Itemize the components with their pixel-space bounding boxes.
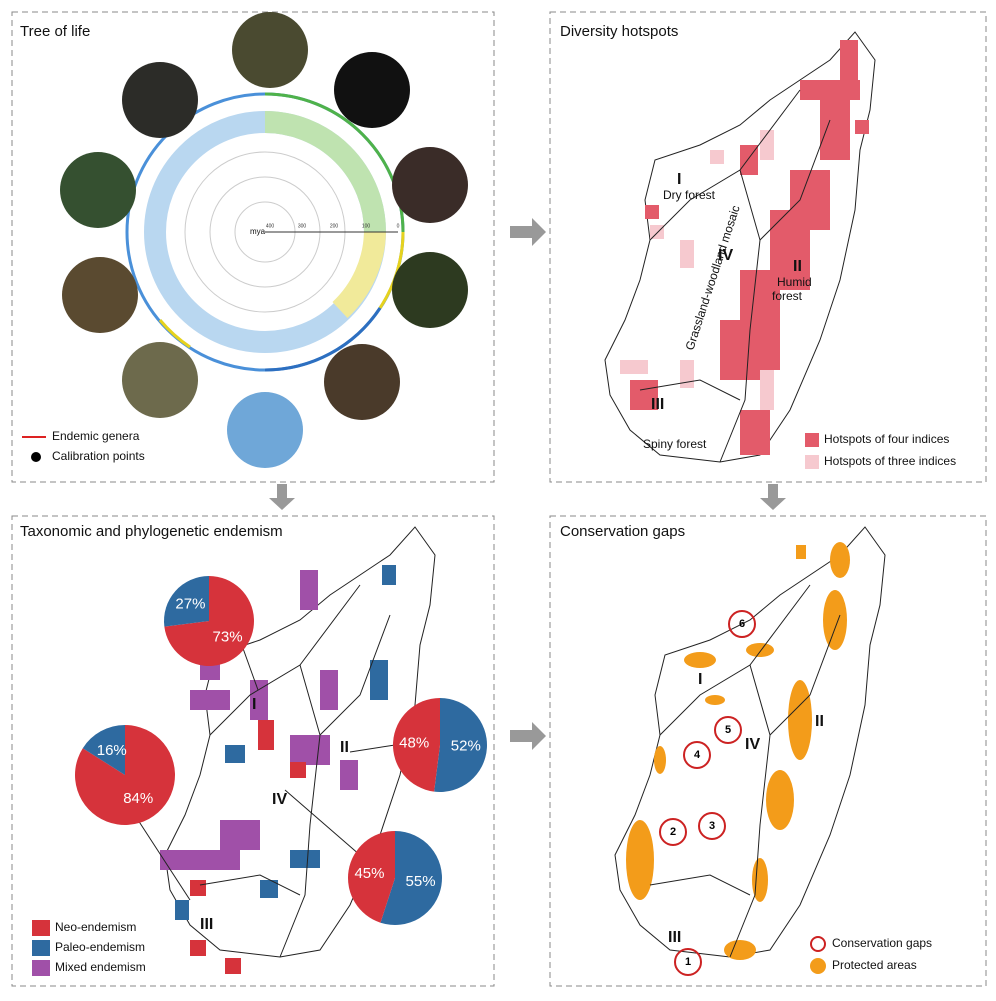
panel-title: Taxonomic and phylogenetic endemism [20, 523, 283, 540]
pie-slice [164, 576, 209, 627]
legend-swatch [32, 940, 50, 956]
region-label: I [698, 671, 702, 688]
legend-label: Protected areas [832, 958, 917, 972]
region-label: I [252, 696, 256, 713]
pie-slice [393, 698, 440, 792]
legend-swatch [810, 958, 826, 974]
pie-label: 84% [123, 790, 153, 807]
legend-label: Mixed endemism [55, 960, 146, 974]
legend-swatch [32, 960, 50, 976]
axis-tick-label: 400 [266, 223, 275, 229]
legend-swatch [805, 433, 819, 447]
legend-label: Conservation gaps [832, 936, 932, 950]
region-label: Humid [777, 275, 812, 289]
pie-label: 27% [175, 596, 205, 613]
pie-slice [75, 725, 176, 826]
panel-title: Tree of life [20, 23, 90, 40]
pie-slice [434, 698, 488, 793]
protected-areas [626, 542, 850, 960]
pie-slice [380, 831, 443, 926]
region-label: IV [272, 791, 287, 808]
axis-tick-label: 200 [330, 223, 339, 229]
gap-circle [714, 716, 742, 744]
gap-circle [683, 741, 711, 769]
panel-title: Diversity hotspots [560, 23, 678, 40]
photo-circles [60, 12, 468, 468]
pie-label: 48% [399, 734, 429, 751]
hotspot-cells-three [620, 130, 774, 410]
region-label: III [651, 396, 664, 413]
region-label: II [793, 258, 802, 275]
panel-title: Conservation gaps [560, 523, 685, 540]
pie-label: 45% [354, 865, 384, 882]
hotspot-cells [630, 40, 869, 455]
pie-slice [348, 831, 395, 923]
flow-arrows [269, 218, 786, 750]
gap-circle [728, 610, 756, 638]
gap-label: 5 [725, 724, 731, 736]
region-label: I [677, 171, 681, 188]
phylogeny [125, 92, 405, 372]
gap-label: 3 [709, 820, 715, 832]
pie-label: 16% [97, 742, 127, 759]
gap-label: 2 [670, 826, 676, 838]
region-label: forest [772, 289, 803, 303]
region-label: III [200, 916, 213, 933]
legend-swatch [810, 936, 826, 952]
pie-label: 52% [451, 738, 481, 755]
region-label: Spiny forest [643, 437, 707, 451]
pie-label: 73% [213, 628, 243, 645]
pie-label: 55% [406, 873, 436, 890]
region-label: IV [718, 247, 733, 264]
legend-label: Hotspots of three indices [824, 454, 956, 468]
legend-label: Neo-endemism [55, 920, 136, 934]
pie-slice [164, 576, 254, 666]
gap-label: 1 [685, 956, 691, 968]
gap-circle [698, 812, 726, 840]
region-label: II [815, 713, 824, 730]
legend-swatch [32, 920, 50, 936]
legend-swatch [31, 452, 41, 462]
axis-tick-label: 300 [298, 223, 307, 229]
gap-circle [659, 818, 687, 846]
gap-circle [674, 948, 702, 976]
region-label: III [668, 929, 681, 946]
region-label: IV [745, 736, 760, 753]
endemism-cells [160, 565, 396, 974]
gap-label: 6 [739, 618, 745, 630]
axis-label: mya [250, 227, 266, 236]
region-label: II [340, 739, 349, 756]
legend-label: Endemic genera [52, 429, 140, 443]
region-label: Dry forest [663, 188, 716, 202]
legend-label: Hotspots of four indices [824, 432, 949, 446]
legend-label: Paleo-endemism [55, 940, 145, 954]
panel-frames [11, 11, 987, 987]
axis-tick-label: 100 [362, 223, 371, 229]
axis-tick-label: 0 [397, 223, 400, 229]
legend-label: Calibration points [52, 449, 145, 463]
gap-label: 4 [694, 749, 701, 761]
pie-slice [82, 725, 125, 775]
legend-swatch [805, 455, 819, 469]
